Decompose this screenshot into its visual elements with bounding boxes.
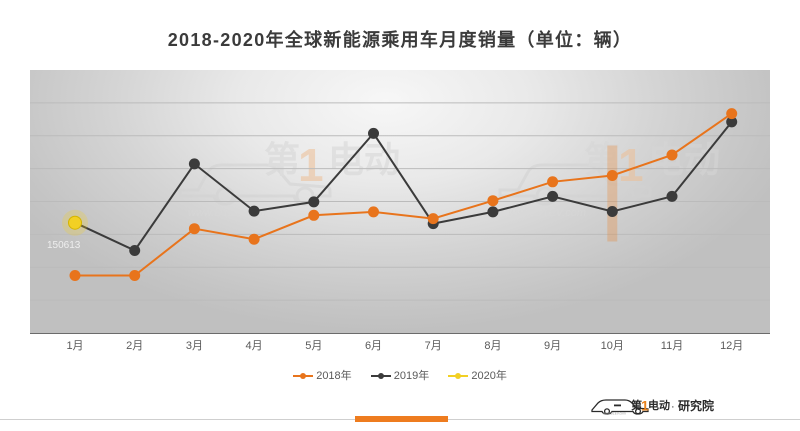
- svg-text:第: 第: [264, 139, 300, 180]
- svg-text:1: 1: [618, 139, 644, 191]
- svg-text:1: 1: [298, 139, 324, 191]
- svg-text:www.D1EV.com: www.D1EV.com: [508, 207, 586, 219]
- svg-text:研究院: 研究院: [678, 398, 714, 413]
- svg-text:·: ·: [671, 401, 675, 413]
- svg-text:150613: 150613: [47, 240, 81, 251]
- svg-text:电动: 电动: [648, 398, 670, 412]
- svg-text:www.D1EV.com: www.D1EV.com: [603, 412, 626, 416]
